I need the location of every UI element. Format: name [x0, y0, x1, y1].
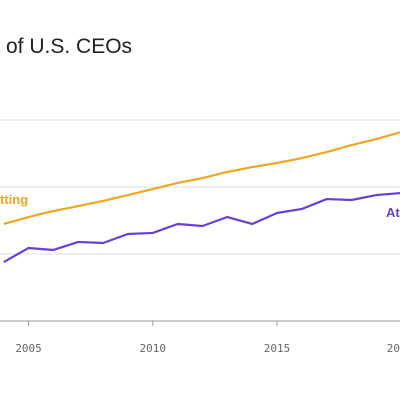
x-tick-label: 20 — [387, 342, 400, 355]
x-tick-label: 2015 — [264, 342, 291, 355]
line — [3, 192, 400, 263]
chart-title: of U.S. CEOs — [6, 35, 132, 58]
x-tick-label: 2010 — [140, 342, 167, 355]
x-tick-label: 2005 — [15, 342, 42, 355]
series-label: At — [386, 205, 400, 220]
line — [3, 131, 400, 226]
series-label: tting — [0, 192, 28, 207]
plot-area — [3, 131, 400, 263]
